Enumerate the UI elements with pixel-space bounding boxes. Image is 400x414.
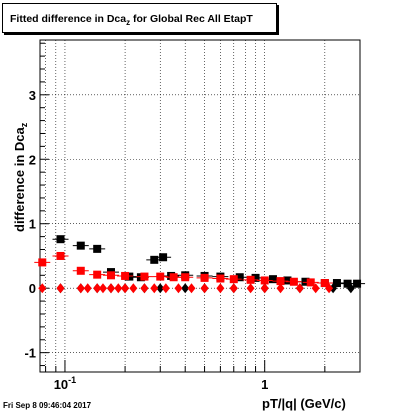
data-point xyxy=(276,283,285,294)
data-point xyxy=(156,283,165,294)
data-point xyxy=(325,283,334,294)
data-point xyxy=(229,283,238,294)
data-point xyxy=(276,277,285,286)
data-point xyxy=(106,283,115,294)
data-point xyxy=(140,283,149,294)
data-point xyxy=(306,278,315,287)
data-point xyxy=(93,283,102,294)
plot-frame xyxy=(39,39,361,373)
y-tick-label: 0 xyxy=(29,281,36,296)
y-axis-label-subscript: z xyxy=(19,122,29,128)
data-point xyxy=(229,275,238,284)
y-tick-label: 1 xyxy=(29,217,36,232)
data-point xyxy=(38,258,47,267)
data-point xyxy=(260,283,269,294)
data-point xyxy=(161,283,170,294)
data-point xyxy=(121,283,130,294)
chart-title-rest: for Global Rec All EtapT xyxy=(130,13,253,25)
data-point xyxy=(38,283,47,294)
data-point xyxy=(235,273,244,282)
data-point xyxy=(56,251,65,260)
data-point xyxy=(83,283,92,294)
data-point xyxy=(76,266,85,275)
data-point xyxy=(216,283,225,294)
data-point xyxy=(329,283,338,294)
x-axis-label: pT/|q| (GeV/c) xyxy=(262,396,346,411)
y-tick-label: -1 xyxy=(24,346,36,361)
data-point xyxy=(353,279,362,288)
data-point xyxy=(332,279,341,288)
data-point xyxy=(246,275,255,284)
data-point xyxy=(98,283,107,294)
data-point xyxy=(289,277,298,286)
y-axis-label-main: difference in Dca xyxy=(12,127,27,232)
data-point xyxy=(181,283,190,294)
data-point xyxy=(301,277,310,286)
data-point xyxy=(93,244,102,253)
data-point xyxy=(268,275,277,284)
data-point xyxy=(343,279,352,288)
data-point xyxy=(159,253,168,262)
data-point xyxy=(181,273,190,282)
data-point xyxy=(320,279,329,288)
footer-timestamp: Fri Sep 8 09:46:04 2017 xyxy=(3,401,92,410)
data-point xyxy=(295,283,304,294)
chart-title-main: Fitted difference in Dca xyxy=(10,13,127,25)
data-point xyxy=(56,235,65,244)
data-point xyxy=(125,272,134,281)
y-tick-label: 2 xyxy=(29,152,36,167)
y-axis-label: difference in Dcaz xyxy=(12,123,29,232)
data-point xyxy=(200,283,209,294)
data-point xyxy=(169,273,178,282)
data-point xyxy=(150,283,159,294)
chart-title: Fitted difference in Dcaz for Global Rec… xyxy=(2,3,277,33)
data-point xyxy=(174,283,183,294)
data-point xyxy=(114,283,123,294)
data-point xyxy=(156,272,165,281)
x-tick-label: 1 xyxy=(261,377,268,392)
data-point xyxy=(246,283,255,294)
data-point xyxy=(76,241,85,250)
x-tick-label: 10-1 xyxy=(54,375,76,392)
data-point xyxy=(216,274,225,283)
y-tick-label: 3 xyxy=(29,88,36,103)
data-point xyxy=(106,271,115,280)
data-point xyxy=(121,271,130,280)
data-point xyxy=(251,273,260,282)
data-point xyxy=(346,283,355,294)
data-point xyxy=(200,273,209,282)
data-point xyxy=(140,272,149,281)
data-point xyxy=(260,276,269,285)
chart-title-subscript: z xyxy=(126,18,131,27)
data-point xyxy=(76,283,85,294)
data-point xyxy=(187,283,196,294)
data-point xyxy=(283,276,292,285)
data-point xyxy=(56,283,65,294)
data-point xyxy=(311,283,320,294)
data-point xyxy=(150,255,159,264)
data-point xyxy=(129,283,138,294)
data-point xyxy=(93,270,102,279)
